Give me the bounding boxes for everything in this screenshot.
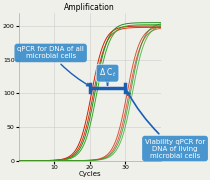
Text: Viability qPCR for
DNA of living
microbial cells: Viability qPCR for DNA of living microbi… [127,92,205,159]
X-axis label: Cycles: Cycles [79,171,101,177]
Text: qPCR for DNA of all
microbial cells: qPCR for DNA of all microbial cells [17,46,89,86]
Text: $\Delta$ C$_t$: $\Delta$ C$_t$ [99,67,116,85]
Title: Amplification: Amplification [64,3,115,12]
